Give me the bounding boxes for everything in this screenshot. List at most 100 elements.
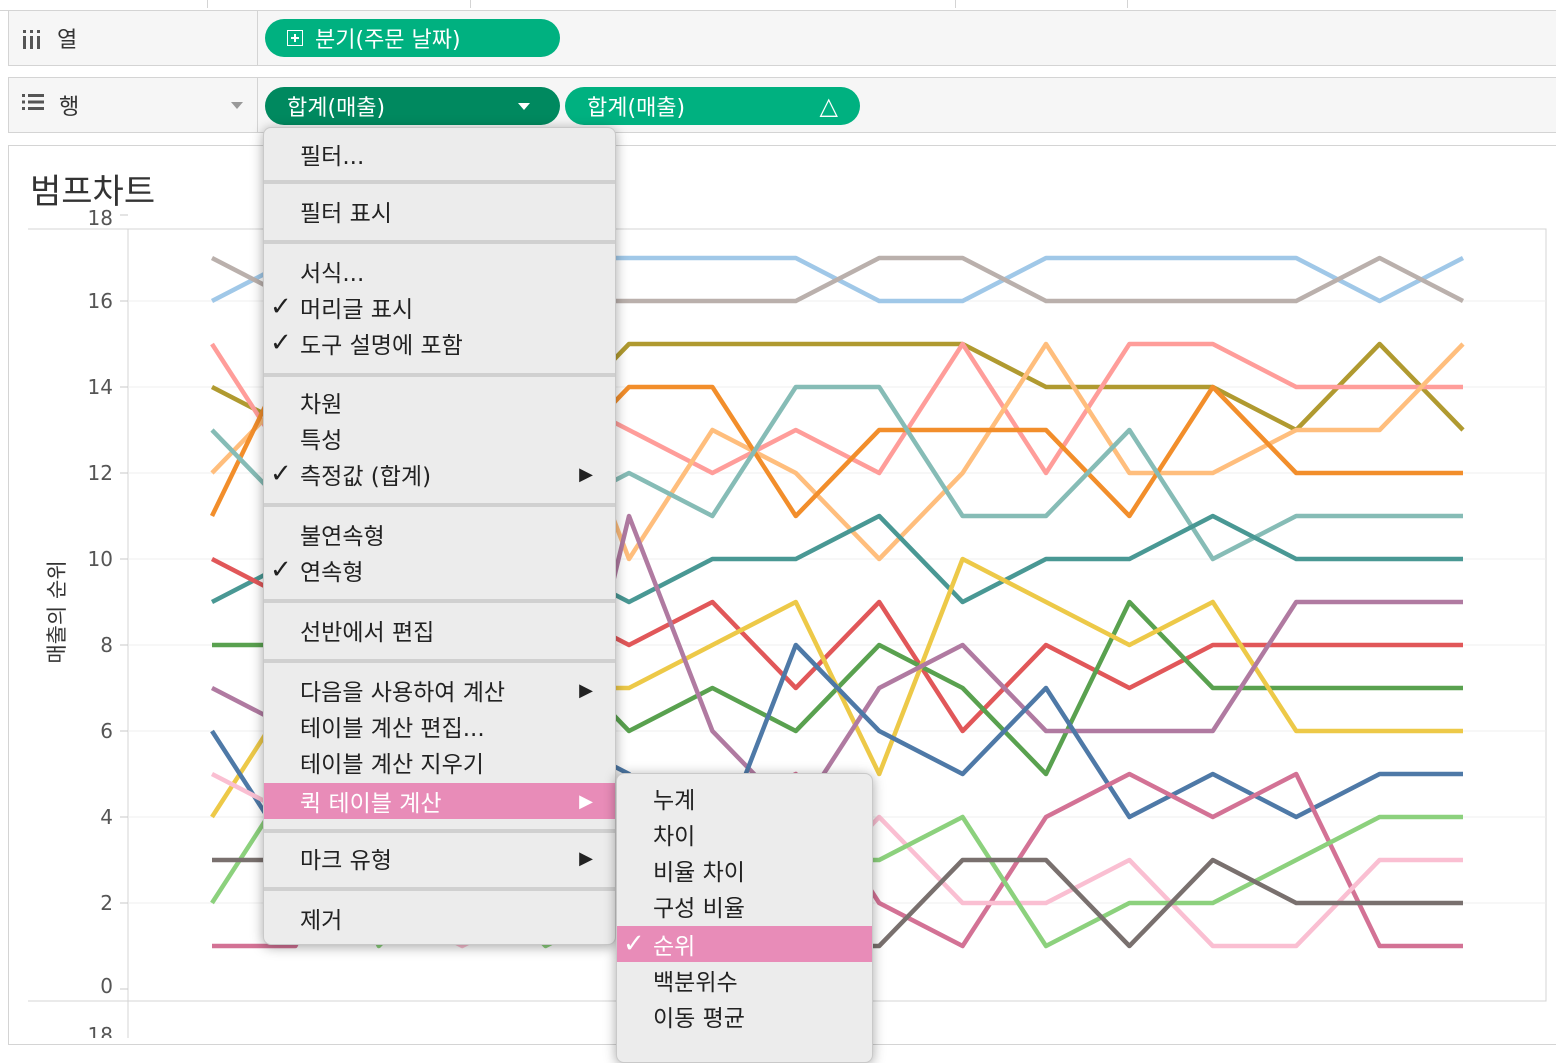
menu-item-label: 특성 [300,428,343,454]
submenu-arrow-icon: ▶ [579,463,593,485]
menu-item-label: 선반에서 편집 [300,620,435,646]
menu-separator [264,887,615,891]
lower-pane-tick-label: 18 [88,1023,113,1038]
y-tick-label: 6 [100,719,113,743]
menu-item-label: 측정값 (합계) [300,464,432,490]
checkmark-icon: ✓ [270,459,292,489]
checkmark-icon: ✓ [270,555,292,585]
pill-dropdown-icon[interactable] [518,103,530,110]
menu-item[interactable]: 서식... [264,253,615,289]
rows-shelf[interactable]: 행 합계(매출) 합계(매출) △ [8,77,1556,133]
submenu-arrow-icon: ▶ [579,790,593,812]
menu-item-label: 테이블 계산 지우기 [300,752,484,778]
menu-separator [264,503,615,507]
menu-item[interactable]: 퀵 테이블 계산 ▶ [264,783,615,819]
y-tick-label: 0 [100,974,113,998]
submenu-item[interactable]: 이동 평균 [617,998,872,1034]
submenu-item-label: 순위 [653,934,696,960]
menu-item-label: 다음을 사용하여 계산 [300,680,506,706]
menu-item-label: 필터 표시 [300,201,392,227]
menu-item-label: 머리글 표시 [300,297,414,323]
submenu-item-label: 누계 [653,788,696,814]
menu-item[interactable]: 차원 [264,384,615,420]
y-tick-label: 8 [100,633,113,657]
menu-item-label: 서식... [300,261,365,287]
rows-icon [21,92,45,118]
columns-shelf-label: 열 [21,11,77,65]
table-calc-delta-icon: △ [819,92,838,120]
menu-item[interactable]: 테이블 계산 편집... [264,708,615,744]
submenu-item[interactable]: 차이 [617,816,872,852]
rows-label-text: 행 [59,95,80,120]
menu-item[interactable]: 다음을 사용하여 계산 ▶ [264,672,615,708]
menu-item[interactable]: ✓ 도구 설명에 포함 [264,325,615,361]
menu-item[interactable]: 제거 [264,900,615,936]
checkmark-icon: ✓ [623,929,645,959]
menu-item-label: 마크 유형 [300,848,392,874]
submenu-item-label: 백분위수 [653,970,738,996]
strip-separator [207,0,208,8]
strip-separator [470,0,471,8]
column-pill-quarter[interactable]: 분기(주문 날짜) [265,19,560,57]
menu-item[interactable]: 필터 표시 [264,193,615,229]
menu-item-label: 차원 [300,392,343,418]
menu-item[interactable]: 불연속형 [264,516,615,552]
checkmark-icon: ✓ [270,328,292,358]
y-tick-label: 12 [88,461,113,485]
menu-separator [264,240,615,244]
menu-separator [264,180,615,184]
submenu-item[interactable]: 누계 [617,780,872,816]
columns-label-text: 열 [57,28,78,53]
submenu-item[interactable]: 구성 비율 [617,888,872,924]
menu-item[interactable]: 선반에서 편집 [264,612,615,648]
submenu-arrow-icon: ▶ [579,679,593,701]
row-pill-label: 합계(매출) [587,96,686,121]
menu-separator [264,829,615,833]
expand-plus-icon[interactable] [287,30,303,46]
checkmark-icon: ✓ [270,292,292,322]
menu-item-label: 불연속형 [300,524,385,550]
y-tick-label: 18 [88,206,113,230]
shelf-divider [257,78,258,132]
menu-item[interactable]: ✓ 연속형 [264,552,615,588]
columns-shelf[interactable]: 열 분기(주문 날짜) [8,10,1556,66]
submenu-item-label: 구성 비율 [653,896,745,922]
submenu-item-label: 이동 평균 [653,1006,745,1032]
menu-item-label: 제거 [300,908,343,934]
menu-item[interactable]: ✓ 측정값 (합계) ▶ [264,456,615,492]
y-tick-label: 4 [100,805,113,829]
submenu-item-label: 비율 차이 [653,860,745,886]
shelf-divider [257,11,258,65]
menu-item[interactable]: 마크 유형 ▶ [264,840,615,876]
y-tick-label: 16 [88,289,113,313]
menu-item[interactable]: ✓ 머리글 표시 [264,289,615,325]
rows-shelf-label: 행 [21,78,79,132]
column-pill-label: 분기(주문 날짜) [315,28,461,53]
menu-item[interactable]: 필터... [264,136,615,172]
row-pill-sales-2[interactable]: 합계(매출) △ [565,87,860,125]
submenu-item[interactable]: 비율 차이 [617,852,872,888]
shelf-dropdown-icon[interactable] [231,102,243,109]
menu-item-label: 테이블 계산 편집... [300,716,485,742]
menu-item[interactable]: 테이블 계산 지우기 [264,744,615,780]
submenu-arrow-icon: ▶ [579,847,593,869]
submenu-item[interactable]: ✓ 순위 [617,926,872,962]
submenu-item[interactable]: 백분위수 [617,962,872,998]
menu-separator [264,373,615,377]
row-pill-label: 합계(매출) [287,96,386,121]
sheet-title: 범프차트 [30,172,156,212]
menu-separator [264,599,615,603]
y-tick-label: 2 [100,891,113,915]
y-tick-label: 14 [88,375,113,399]
menu-item-label: 도구 설명에 포함 [300,333,463,359]
submenu-item-label: 차이 [653,824,696,850]
menu-item[interactable]: 특성 [264,420,615,456]
y-tick-label: 10 [88,547,113,571]
row-pill-sales-1[interactable]: 합계(매출) [265,87,560,125]
columns-icon [21,28,43,49]
menu-separator [264,659,615,663]
strip-separator [955,0,956,8]
menu-item-label: 연속형 [300,560,364,586]
